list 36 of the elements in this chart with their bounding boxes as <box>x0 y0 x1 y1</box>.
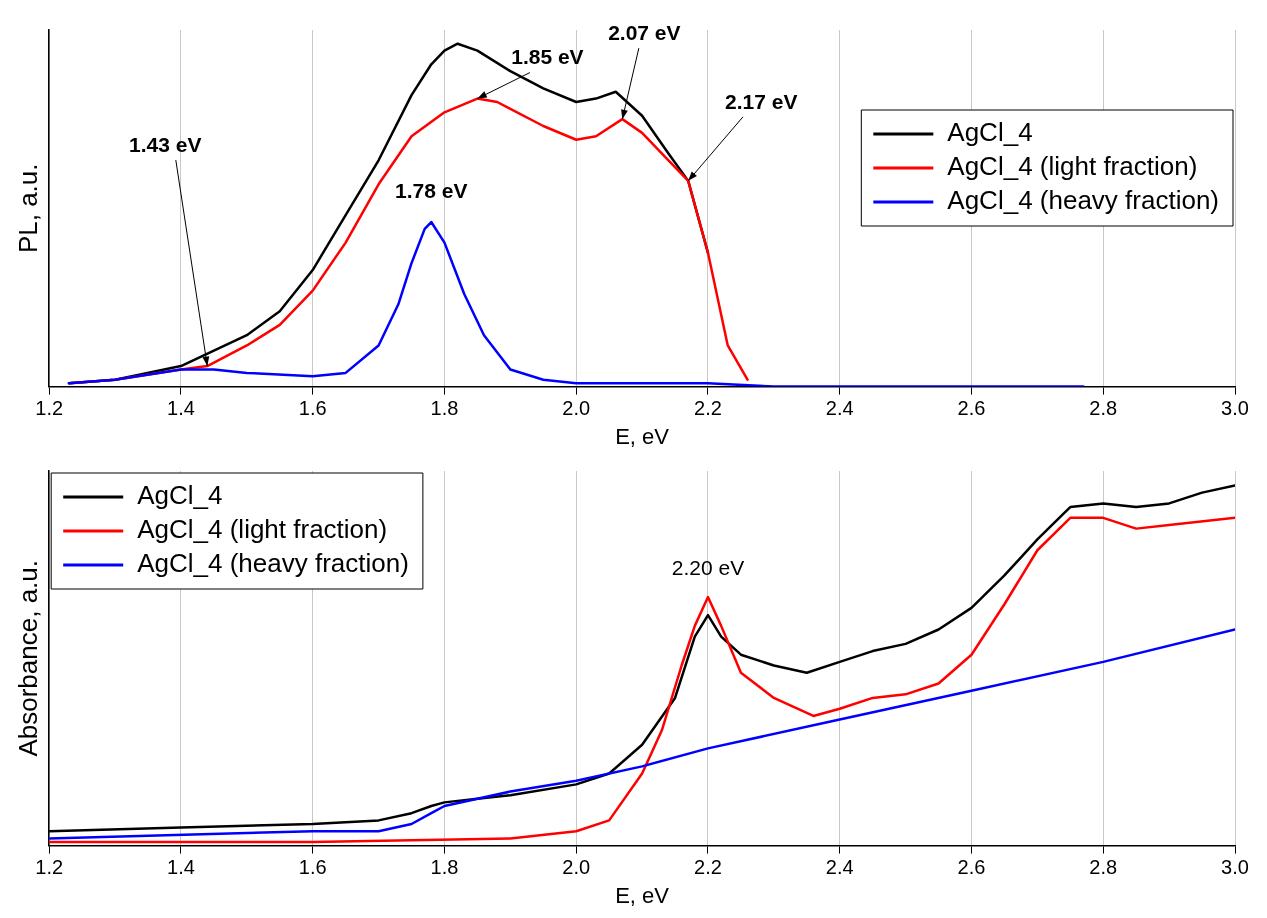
x-tick-label: 2.6 <box>957 856 986 879</box>
x-tick-label: 2.8 <box>1089 856 1118 879</box>
x-tick-label: 2.4 <box>825 397 854 420</box>
x-tick-label: 2.6 <box>957 397 986 420</box>
x-tick-label: 1.8 <box>430 397 459 420</box>
x-tick-label: 1.4 <box>167 856 195 879</box>
annotation: 2.17 eV <box>725 89 798 113</box>
annotation: 2.20 eV <box>671 555 745 579</box>
x-tick-label: 2.2 <box>694 856 722 879</box>
x-tick-label: 1.2 <box>35 397 64 420</box>
y-axis-title: Absorbance, a.u. <box>12 560 43 757</box>
x-axis-title: E, eV <box>615 882 670 908</box>
legend-label: AgCl_4 (heavy fraction) <box>947 185 1220 216</box>
x-tick-label: 2.4 <box>825 856 854 879</box>
x-tick-label: 3.0 <box>1221 397 1249 420</box>
legend-label: AgCl_4 (light fraction) <box>947 151 1198 182</box>
annotation: 2.07 eV <box>608 20 681 44</box>
x-tick-label: 3.0 <box>1221 856 1249 879</box>
x-tick-label: 1.6 <box>298 856 327 879</box>
annotation: 1.43 eV <box>129 132 202 156</box>
x-axis-title: E, eV <box>615 423 670 449</box>
x-tick-label: 2.2 <box>694 397 722 420</box>
annotation: 1.78 eV <box>395 178 468 202</box>
x-tick-label: 2.0 <box>562 856 591 879</box>
x-tick-label: 1.6 <box>298 397 327 420</box>
x-tick-label: 1.4 <box>167 397 195 420</box>
x-tick-label: 1.8 <box>430 856 459 879</box>
legend-label: AgCl_4 (light fraction) <box>137 514 388 545</box>
y-axis-title: PL, a.u. <box>12 163 43 254</box>
legend-label: AgCl_4 <box>137 480 223 511</box>
x-tick-label: 1.2 <box>35 856 64 879</box>
legend-label: AgCl_4 <box>947 117 1033 148</box>
x-tick-label: 2.0 <box>562 397 591 420</box>
legend-label: AgCl_4 (heavy fraction) <box>137 548 409 579</box>
annotation: 1.85 eV <box>511 45 584 69</box>
x-tick-label: 2.8 <box>1089 397 1118 420</box>
